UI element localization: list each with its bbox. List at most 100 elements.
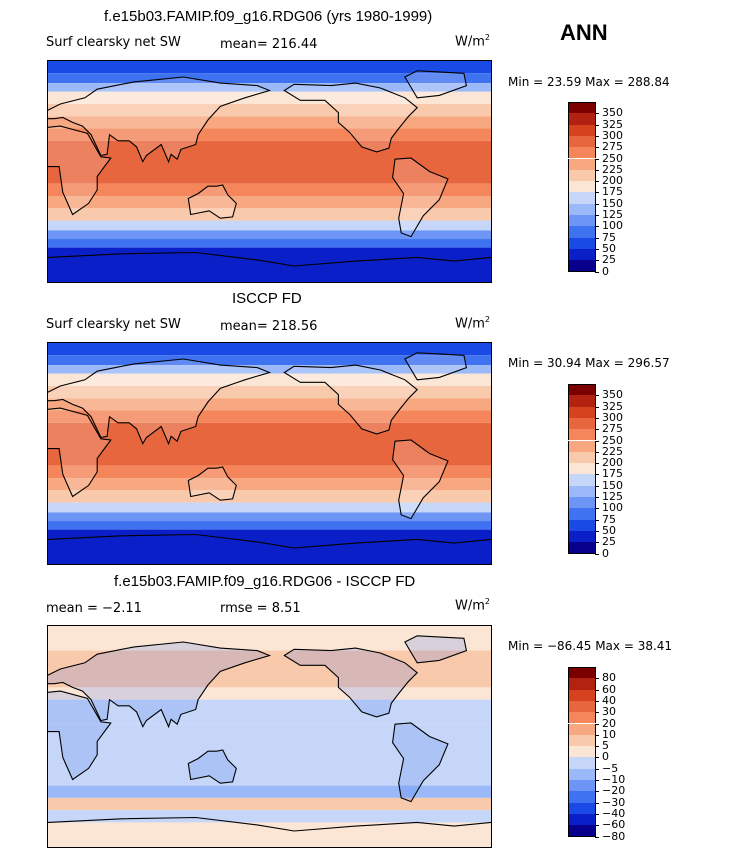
colorbar-tick	[595, 113, 599, 115]
colorbar-tick	[595, 203, 599, 205]
map-band	[48, 61, 491, 74]
colorbar-label: 125	[602, 490, 623, 503]
colorbar-tick	[595, 248, 599, 250]
colorbar-tick	[595, 791, 599, 793]
colorbar-tick	[595, 723, 599, 725]
map-band	[48, 128, 491, 141]
map-band	[48, 365, 491, 374]
colorbar-box	[568, 768, 596, 780]
colorbar-label: 0	[602, 264, 609, 278]
colorbar-tick	[595, 485, 599, 487]
colorbar-tick	[595, 813, 599, 815]
map-band	[48, 822, 491, 847]
colorbar-tick	[595, 802, 599, 804]
colorbar-box	[568, 780, 596, 792]
map-band	[48, 343, 491, 356]
colorbar-box	[568, 519, 596, 531]
panel3-title: f.e15b03.FAMIP.f09_g16.RDG06 - ISCCP FD	[114, 573, 416, 590]
colorbar-box	[568, 248, 596, 261]
colorbar-label: 175	[602, 185, 623, 199]
colorbar-box	[568, 723, 596, 735]
colorbar-box	[568, 451, 596, 464]
colorbar-box	[568, 147, 596, 159]
colorbar-tick	[595, 417, 599, 419]
colorbar-box	[568, 474, 596, 486]
colorbar-tick	[595, 440, 599, 442]
map-band	[48, 687, 491, 700]
colorbar-label: 350	[602, 106, 623, 120]
map-band	[48, 230, 491, 240]
colorbar-tick	[595, 271, 599, 273]
panel1-title: f.e15b03.FAMIP.f09_g16.RDG06 (yrs 1980-1…	[104, 8, 433, 25]
colorbar-label: 25	[602, 253, 616, 267]
colorbar-label: 100	[602, 219, 623, 233]
colorbar-label: −30	[602, 795, 626, 809]
panel2-variable: Surf clearsky net SW	[46, 317, 181, 332]
colorbar-box	[568, 667, 596, 680]
colorbar-tick	[595, 192, 599, 194]
colorbar-label: 60	[602, 682, 616, 696]
map-band	[48, 83, 491, 92]
colorbar-label: 25	[602, 535, 616, 549]
map-band	[48, 699, 491, 725]
colorbar-label: 300	[602, 128, 623, 142]
colorbar-tick	[595, 135, 599, 137]
colorbar-label: 225	[602, 444, 623, 458]
coastline	[392, 439, 449, 520]
map-band	[48, 247, 491, 282]
map-band	[48, 103, 491, 117]
map-band	[48, 91, 491, 104]
colorbar-box	[568, 689, 596, 701]
map-band	[48, 521, 491, 530]
map-band	[48, 512, 491, 522]
colorbar-tick	[595, 519, 599, 521]
colorbar-label: 20	[602, 716, 616, 730]
map-band	[48, 668, 491, 688]
colorbar-tick	[595, 451, 599, 453]
colorbar-box	[568, 192, 596, 204]
colorbar-label: −40	[602, 806, 626, 820]
coastline	[404, 635, 468, 664]
map-band	[48, 73, 491, 84]
panel1-map	[47, 60, 492, 283]
colorbar-box	[568, 497, 596, 509]
colorbar-box	[568, 417, 596, 430]
colorbar-label: 75	[602, 512, 616, 526]
colorbar-tick	[595, 147, 599, 149]
map-band	[48, 529, 491, 564]
colorbar-box	[568, 406, 596, 418]
colorbar-label: 0	[602, 750, 609, 764]
colorbar-box	[568, 712, 596, 724]
colorbar-box	[568, 102, 596, 115]
map-band	[48, 785, 491, 798]
colorbar-tick	[595, 553, 599, 555]
map-band	[48, 490, 491, 503]
colorbar-tick	[595, 530, 599, 532]
colorbar-box	[568, 135, 596, 148]
colorbar-box	[568, 113, 596, 125]
colorbar-label: −10	[602, 773, 626, 786]
colorbar-box	[568, 802, 596, 814]
colorbar-box	[568, 237, 596, 249]
colorbar-box	[568, 158, 596, 170]
colorbar-label: 225	[602, 162, 623, 176]
panel1-variable: Surf clearsky net SW	[46, 35, 181, 50]
colorbar-tick	[595, 260, 599, 262]
colorbar-label: 50	[602, 241, 616, 255]
colorbar-tick	[595, 757, 599, 759]
panel1-mean: mean= 216.44	[220, 37, 318, 52]
colorbar-tick	[595, 712, 599, 714]
coastline	[48, 358, 272, 446]
colorbar-box	[568, 260, 596, 273]
season-label: ANN	[560, 20, 608, 45]
colorbar-label: 200	[602, 456, 623, 470]
colorbar-box	[568, 124, 596, 136]
colorbar-tick	[595, 215, 599, 216]
colorbar-label: 125	[602, 208, 623, 221]
colorbar-label: 250	[602, 151, 623, 165]
panel3-mean: mean = −2.11	[46, 601, 142, 616]
coastline	[48, 251, 491, 267]
colorbar-label: 200	[602, 174, 623, 188]
colorbar-box	[568, 440, 596, 452]
panel2-minmax: Min = 30.94 Max = 296.57	[508, 356, 670, 370]
